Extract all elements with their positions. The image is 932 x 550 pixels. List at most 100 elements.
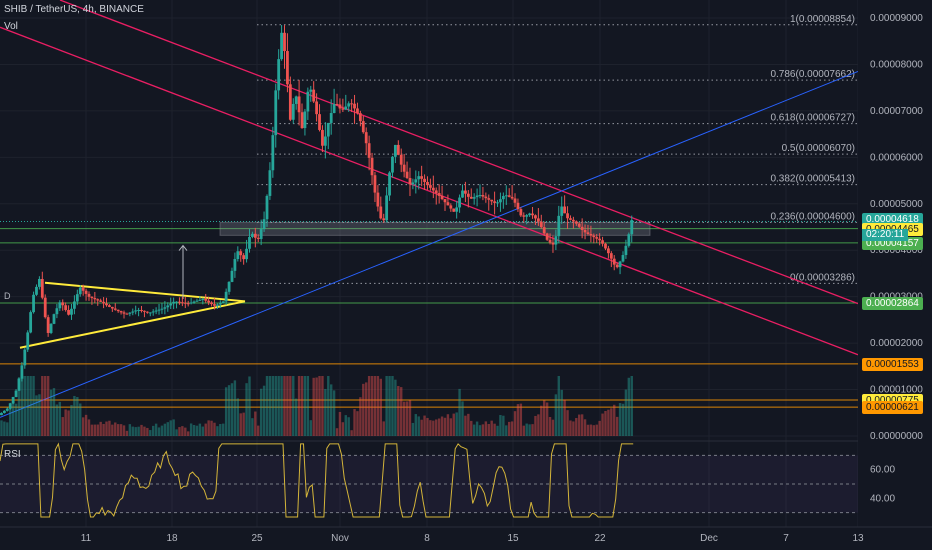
candle-body [350,103,354,105]
candle-body [604,243,607,249]
volume-bar [3,421,6,436]
triangle-lower [19,300,246,349]
candle-body [627,234,631,246]
volume-bar [251,418,254,436]
candle-body [274,90,278,136]
volume-bar [70,405,73,436]
volume-bar [90,424,94,436]
candle-body [87,293,91,297]
volume-bar [292,376,295,436]
volume-label[interactable]: Vol [4,21,18,32]
volume-bar [540,405,543,436]
candle-body [376,192,380,207]
volume-bar [324,388,327,436]
volume-bar [111,424,114,436]
candle-body [499,199,502,203]
volume-bar [125,430,129,436]
candle-body [446,202,450,206]
volume-group [0,376,633,436]
volume-bar [426,417,429,436]
rsi-line [0,442,634,518]
candle-body [248,236,251,249]
volume-bar [382,421,385,436]
candle-body [315,101,319,115]
volume-bar [522,425,525,436]
candle-body [554,236,558,245]
candle-body [536,218,540,222]
volume-bar [513,411,517,436]
candle-body [239,251,243,256]
candle-body [201,299,205,301]
candle-body [183,302,187,304]
candle-body [440,195,444,200]
candle-body [504,195,508,197]
volume-bar [227,385,231,436]
candle-body [434,190,438,194]
volume-bar [140,424,143,436]
volume-bar [446,414,450,436]
candle-body [90,296,94,299]
candle-body [478,195,482,197]
fib-label-0: 1(0.00008854) [790,14,855,25]
time-tick-1: 18 [166,533,178,544]
candle-body [402,164,406,172]
volume-bar [554,394,558,436]
candle-body [172,301,176,304]
candle-body [291,103,295,120]
volume-bar [391,376,394,436]
volume-bar [411,422,415,436]
rsi-label[interactable]: RSI [4,449,21,460]
price-tick-2: 0.00007000 [870,106,923,117]
candle-body [612,258,616,265]
candle-body [236,251,240,260]
volume-bar [615,416,619,436]
volume-bar [198,423,202,436]
candle-body [224,291,228,302]
volume-bar [81,417,85,436]
volume-bar [461,401,464,436]
volume-bar [545,402,549,436]
volume-bar [531,424,534,436]
candle-body [583,229,587,233]
volume-bar [79,403,82,436]
volume-bar [105,421,108,436]
volume-bar [157,427,161,436]
candle-body [151,311,155,313]
volume-bar [306,376,310,436]
candle-body [122,312,126,314]
candle-body [108,305,111,307]
candle-body [163,307,167,309]
candle-body [513,198,517,203]
volume-bar [443,417,447,436]
volume-bar [624,389,628,436]
volume-bar [233,380,237,436]
candle-body [624,245,628,256]
volume-bar [332,390,336,436]
candle-body [396,144,400,155]
volume-bar [259,388,263,436]
volume-bar [472,424,476,436]
volume-bar [312,377,315,436]
candle-body [110,306,114,309]
candle-body [271,135,275,171]
chart-title[interactable]: SHIB / TetherUS, 4h, BINANCE [4,4,144,15]
volume-bar [551,419,555,436]
volume-bar [222,423,225,436]
candle-body [326,122,330,137]
candle-body [367,143,371,158]
candle-body [93,298,97,300]
candle-body [218,302,222,305]
candle-body [353,103,356,109]
time-tick-4: 8 [424,533,430,544]
candle-body [338,104,342,109]
candle-body [464,190,467,194]
candle-body [35,286,38,295]
volume-bar [586,424,590,436]
candle-body [230,270,234,282]
candle-body [99,300,103,302]
volume-bar [528,424,531,436]
volume-bar [32,376,35,436]
volume-bar [429,420,432,436]
candle-body [516,202,520,210]
